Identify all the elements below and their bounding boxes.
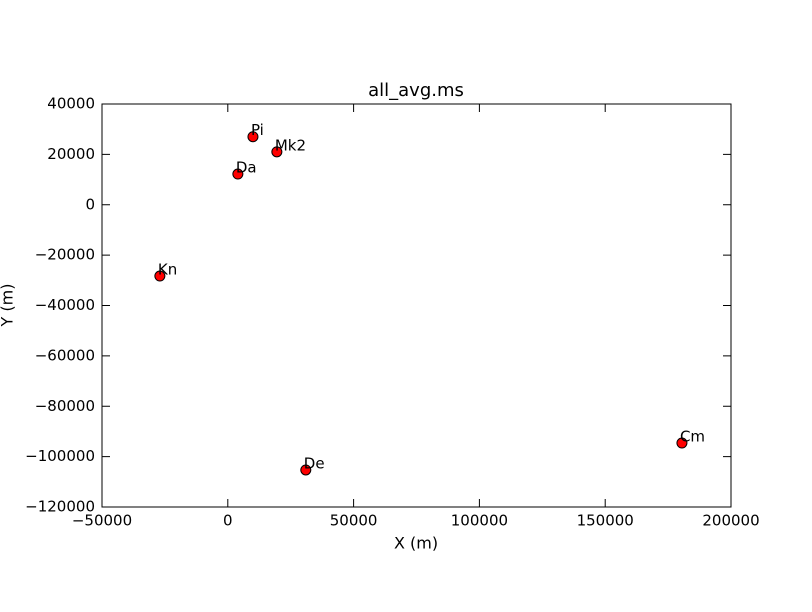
x-tick-label: 50000: [330, 512, 378, 530]
point: [154, 270, 166, 282]
chart-title: all_avg.ms: [368, 80, 464, 101]
x-tick-label: 100000: [451, 512, 508, 530]
y-tick-label: 0: [85, 195, 95, 213]
x-tick-label: 150000: [577, 512, 634, 530]
point-label: Kn: [158, 261, 177, 279]
y-tick-label: −100000: [25, 447, 95, 465]
point-label: Pi: [251, 121, 264, 139]
point-label: Da: [236, 159, 257, 177]
y-axis-title: Y (m): [0, 284, 17, 328]
y-tick-label: 20000: [47, 145, 95, 163]
y-tick-label: −20000: [35, 246, 95, 264]
plot-frame: [101, 103, 732, 508]
y-tick-label: −120000: [25, 498, 95, 516]
y-tick-label: −40000: [35, 296, 95, 314]
point: [271, 146, 283, 158]
y-tick-label: −60000: [35, 346, 95, 364]
point-label: De: [304, 454, 325, 472]
x-tick-label: 0: [223, 512, 233, 530]
point: [232, 168, 244, 180]
point: [300, 464, 312, 476]
y-tick-label: −80000: [35, 397, 95, 415]
x-tick-label: −50000: [72, 512, 132, 530]
x-tick-label: 200000: [702, 512, 759, 530]
point: [247, 131, 259, 143]
point-label: Mk2: [275, 136, 306, 154]
x-axis-title: X (m): [394, 534, 438, 553]
point: [676, 437, 688, 449]
y-tick-label: 40000: [47, 95, 95, 113]
point-label: Cm: [680, 428, 705, 446]
